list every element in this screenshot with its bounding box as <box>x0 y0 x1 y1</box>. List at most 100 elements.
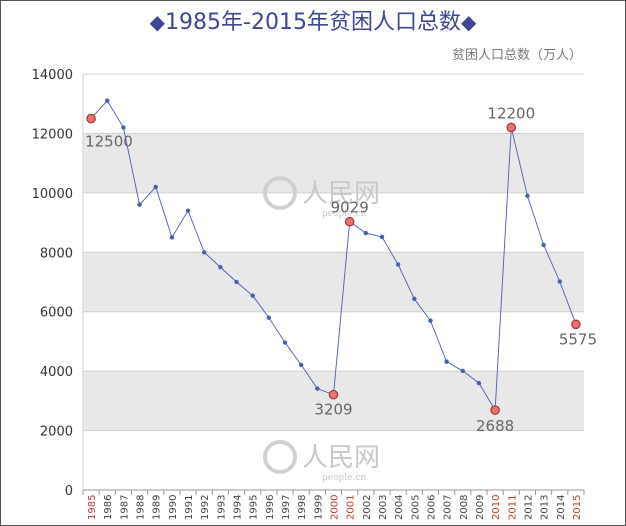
x-tick-label: 2008 <box>459 495 470 520</box>
x-tick-label: 2000 <box>330 495 341 520</box>
x-tick-label: 2006 <box>426 495 437 520</box>
data-point <box>363 230 369 236</box>
x-tick-label: 1985 <box>87 495 98 520</box>
data-point <box>202 250 207 255</box>
x-tick-label: 2012 <box>523 495 534 520</box>
x-tick-label: 2013 <box>540 495 551 520</box>
data-point <box>444 359 449 364</box>
y-tick-label: 2000 <box>40 425 73 440</box>
data-label: 9029 <box>331 199 369 217</box>
data-point <box>460 368 465 374</box>
band-white <box>83 430 584 490</box>
data-point <box>298 362 304 368</box>
x-tick-label: 1990 <box>168 495 179 520</box>
data-point <box>169 235 175 240</box>
x-tick-label: 1995 <box>249 495 260 520</box>
x-tick-label: 1989 <box>152 495 163 520</box>
x-tick-label: 1987 <box>119 495 130 520</box>
x-tick-label: 2003 <box>378 495 389 520</box>
y-tick-label: 6000 <box>40 306 73 321</box>
data-label: 2688 <box>476 417 514 435</box>
data-label: 3209 <box>314 401 352 419</box>
data-point <box>218 264 223 270</box>
x-tick-label: 1998 <box>297 495 308 520</box>
chart-title-text: 1985年-2015年贫困人口总数 <box>165 10 461 35</box>
x-tick-label: 2010 <box>491 495 502 520</box>
highlight-point <box>86 113 96 124</box>
data-point <box>234 279 239 285</box>
y-tick-label: 4000 <box>40 365 73 380</box>
diamond-left-icon: ◆ <box>149 10 166 34</box>
watermark-logo-icon <box>263 176 297 210</box>
data-point <box>250 293 255 298</box>
x-tick-label: 1988 <box>136 495 147 520</box>
band-gray <box>83 252 584 312</box>
data-label: 12500 <box>85 133 133 151</box>
data-label: 12200 <box>487 104 535 122</box>
x-tick-label: 2015 <box>572 495 583 520</box>
y-tick-label: 14000 <box>32 68 73 83</box>
watermark-logo-icon <box>263 440 297 474</box>
band-gray <box>83 371 584 431</box>
band-white <box>83 74 584 134</box>
x-tick-label: 2001 <box>346 495 357 520</box>
band-white <box>83 311 584 372</box>
x-tick-label: 1999 <box>313 495 324 520</box>
y-tick-label: 12000 <box>32 127 73 142</box>
x-tick-label: 1986 <box>103 495 114 520</box>
band-white <box>83 192 584 253</box>
data-point <box>412 296 417 302</box>
x-tick-label: 1996 <box>265 495 276 520</box>
highlight-point <box>490 405 500 415</box>
y-axis-unit-label: 贫困人口总数（万人） <box>452 47 582 63</box>
x-tick-label: 2005 <box>410 495 421 520</box>
highlight-point <box>571 319 581 330</box>
y-tick-label: 10000 <box>32 187 73 202</box>
data-point <box>428 318 433 323</box>
y-tick-label: 0 <box>65 484 73 499</box>
band-gray <box>83 133 584 193</box>
highlight-point <box>506 122 517 133</box>
watermark-bottom-text: 人民网 <box>302 443 380 473</box>
data-point <box>121 125 126 130</box>
watermark-top: 人民网 people.cn <box>263 176 380 219</box>
x-tick-label: 1992 <box>200 495 211 520</box>
x-tick-label: 1997 <box>281 495 292 520</box>
x-tick-label: 2002 <box>362 495 373 520</box>
watermark-bottom: 人民网 people.cn <box>263 440 380 483</box>
watermarks: 人民网 people.cn 人民网 people.cn <box>263 176 380 483</box>
x-tick-label: 2009 <box>475 495 486 520</box>
x-tick-label: 2004 <box>394 495 405 520</box>
chart-series <box>86 98 581 415</box>
data-point <box>153 184 158 190</box>
data-point <box>541 242 546 248</box>
x-tick-label: 2011 <box>507 495 518 520</box>
data-point <box>557 279 562 284</box>
data-point <box>137 202 142 207</box>
data-point <box>266 315 272 320</box>
x-tick-label: 1994 <box>233 495 244 520</box>
data-point <box>185 208 191 213</box>
watermark-top-text: 人民网 <box>302 179 380 209</box>
x-tick-label: 1991 <box>184 495 195 520</box>
y-tick-label: 8000 <box>40 246 73 261</box>
highlight-point <box>328 389 339 400</box>
watermark-bottom-sub: people.cn <box>322 473 366 483</box>
data-point <box>476 380 482 386</box>
watermark-top-sub: people.cn <box>322 209 366 219</box>
chart-axes: 0 2000 4000 6000 8000 10000 12000 14000 1985 1986… <box>32 68 585 520</box>
x-tick-label: 2007 <box>443 495 454 520</box>
data-point <box>105 98 110 103</box>
data-point <box>525 193 530 199</box>
chart-bands <box>83 73 584 491</box>
highlight-point <box>344 216 355 227</box>
chart-title: ◆1985年-2015年贫困人口总数◆ <box>0 4 626 35</box>
x-tick-label: 1993 <box>216 495 227 520</box>
x-tick-label: 2014 <box>556 495 567 520</box>
data-point <box>315 386 320 391</box>
chart-labels: 12500 3209 9029 2688 12200 5575 <box>85 104 597 435</box>
data-label: 5575 <box>559 330 597 348</box>
data-point <box>282 340 288 345</box>
data-point <box>395 262 401 267</box>
